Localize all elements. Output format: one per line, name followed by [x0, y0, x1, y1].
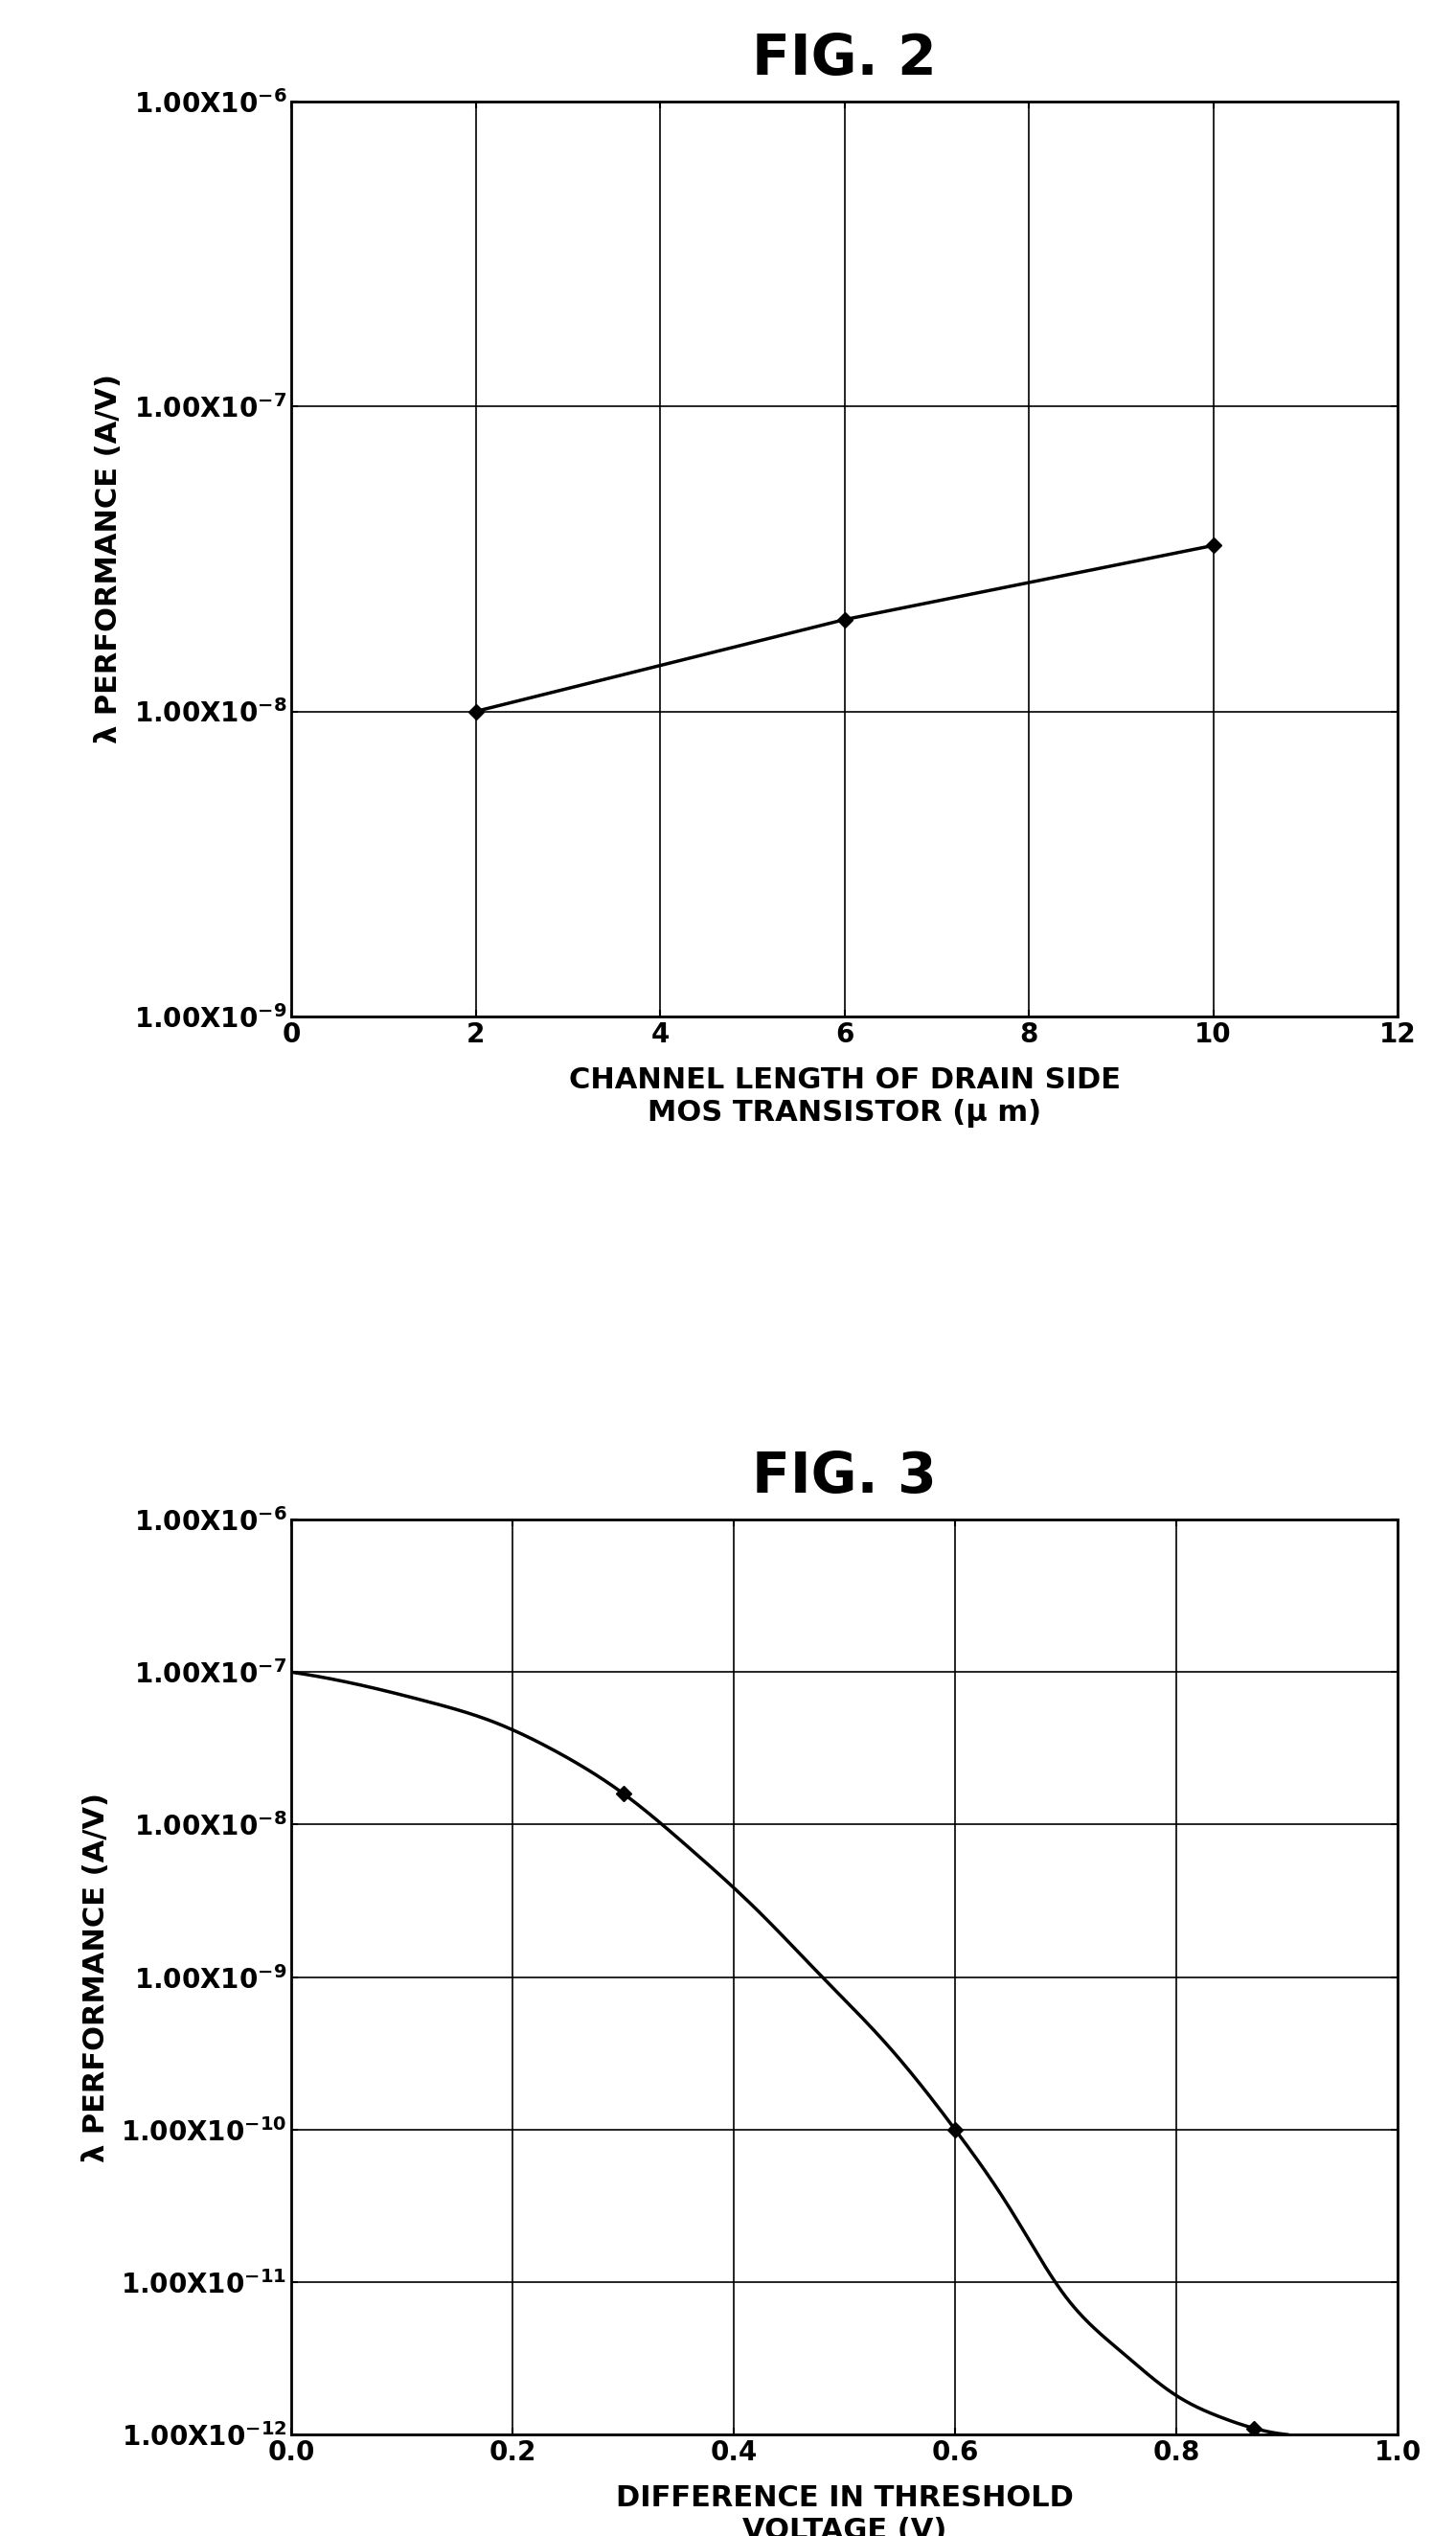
- Title: FIG. 2: FIG. 2: [753, 33, 936, 86]
- Title: FIG. 3: FIG. 3: [753, 1451, 936, 1504]
- X-axis label: DIFFERENCE IN THRESHOLD
VOLTAGE (V): DIFFERENCE IN THRESHOLD VOLTAGE (V): [616, 2485, 1073, 2536]
- Y-axis label: λ PERFORMANCE (A/V): λ PERFORMANCE (A/V): [95, 373, 124, 743]
- X-axis label: CHANNEL LENGTH OF DRAIN SIDE
MOS TRANSISTOR (μ m): CHANNEL LENGTH OF DRAIN SIDE MOS TRANSIS…: [569, 1068, 1120, 1129]
- Y-axis label: λ PERFORMANCE (A/V): λ PERFORMANCE (A/V): [83, 1793, 111, 2163]
